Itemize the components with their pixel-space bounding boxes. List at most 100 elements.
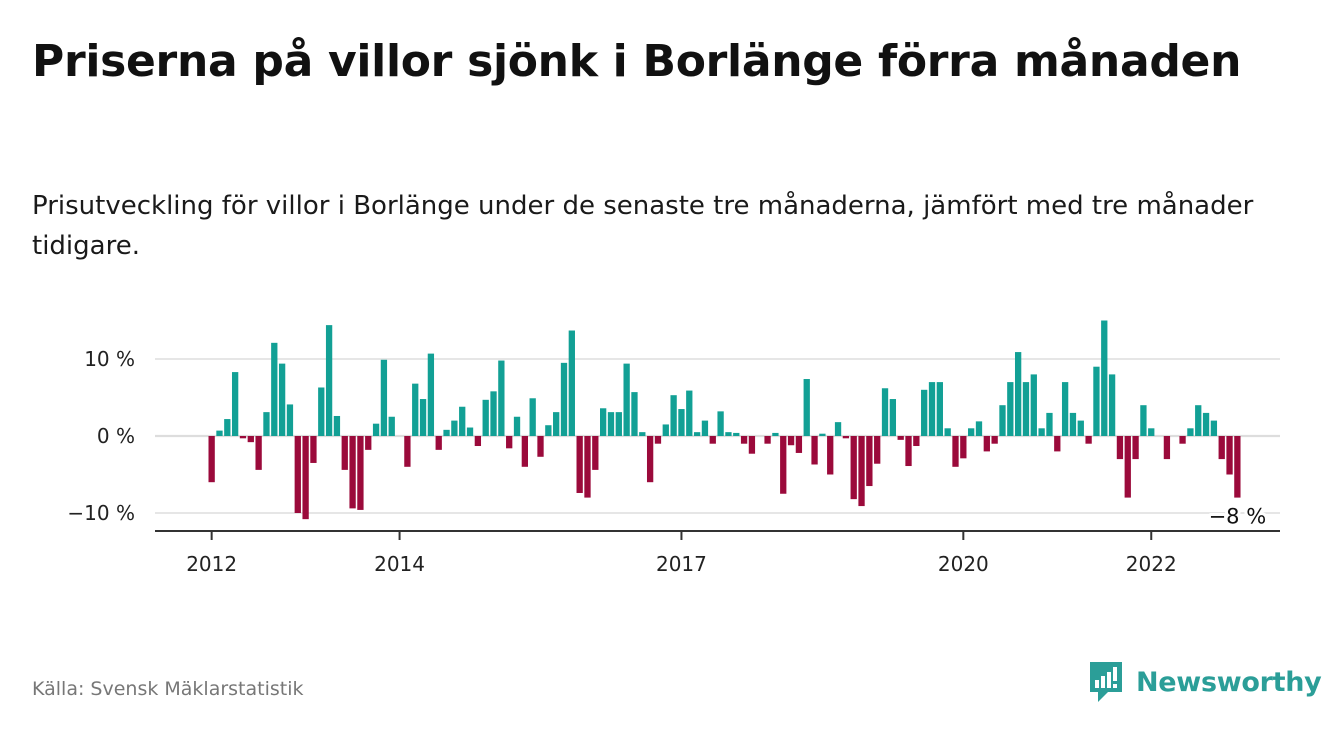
chart-title: Priserna på villor sjönk i Borlänge förr… (32, 36, 1242, 87)
tick-labels: 10 % 0 % −10 % 2012 2014 2017 2020 2022 −8 % (67, 347, 1269, 576)
bar-negative (1218, 436, 1225, 460)
bar-negative (654, 436, 662, 444)
bar-negative (247, 436, 254, 443)
bar-negative (1132, 436, 1139, 460)
bar-positive (928, 382, 936, 436)
bar-negative (1179, 436, 1186, 444)
bar-positive (1101, 320, 1108, 436)
bar-negative (842, 436, 850, 439)
bar-negative (850, 436, 857, 500)
x-tick-label: 2014 (374, 552, 425, 576)
bar-positive (1202, 412, 1210, 436)
bar-positive (545, 425, 552, 436)
bar-positive (427, 353, 435, 436)
bar-negative (1234, 436, 1241, 498)
bar-positive (482, 399, 489, 436)
bar-negative (1163, 436, 1171, 460)
bar-negative (1226, 436, 1233, 475)
bar-positive (1061, 382, 1069, 436)
bar-positive (1069, 412, 1077, 436)
bar-positive (1007, 382, 1014, 436)
bar-negative (521, 436, 528, 467)
bar-positive (615, 412, 622, 436)
bar-negative (874, 436, 881, 464)
bar-positive (600, 408, 607, 436)
bar-negative (349, 436, 356, 509)
y-tick-label: 0 % (97, 424, 135, 448)
bar-negative (208, 436, 215, 483)
bar-positive (1195, 405, 1202, 436)
y-tick-label: −10 % (67, 501, 135, 525)
bar-positive (999, 405, 1006, 436)
bar-negative (748, 436, 756, 454)
bar-negative (709, 436, 716, 444)
bar-positive (631, 392, 638, 436)
bar-positive (325, 325, 333, 436)
bar-positive (607, 412, 615, 436)
bar-positive (451, 420, 458, 436)
bar-positive (231, 372, 239, 436)
bar-positive (701, 420, 709, 436)
end-value-label: −8 % (1209, 505, 1267, 529)
bar-negative (740, 436, 748, 444)
bar-positive (1030, 374, 1037, 436)
bar-positive (1014, 352, 1022, 436)
brand-logo[interactable]: Newsworthy (1088, 660, 1322, 704)
bar-negative (584, 436, 591, 498)
bar-negative (341, 436, 348, 470)
bar-negative (795, 436, 803, 453)
bar-positive (263, 412, 270, 436)
bar-negative (897, 436, 904, 440)
bar-positive (725, 432, 732, 436)
bar-positive (224, 419, 231, 436)
bars (208, 320, 1241, 520)
bar-negative (991, 436, 998, 444)
bar-positive (772, 432, 779, 436)
bar-negative (780, 436, 787, 494)
bar-negative (294, 436, 301, 513)
bar-positive (921, 389, 928, 436)
bar-positive (678, 409, 685, 436)
y-tick-label: 10 % (84, 347, 135, 371)
bar-positive (271, 342, 278, 436)
source-note: Källa: Svensk Mäklarstatistik (32, 678, 304, 700)
bar-positive (968, 428, 975, 436)
brand-name: Newsworthy (1136, 666, 1322, 698)
bar-positive (834, 422, 842, 436)
x-axis (155, 530, 1280, 540)
bar-negative (404, 436, 411, 467)
x-tick-label: 2020 (938, 552, 989, 576)
bar-positive (819, 433, 826, 436)
bar-positive (1108, 374, 1116, 436)
bar-negative (764, 436, 771, 444)
bar-positive (529, 398, 536, 436)
bar-negative (1054, 436, 1061, 452)
bar-positive (388, 416, 395, 436)
bar-negative (1124, 436, 1131, 498)
bar-positive (380, 359, 388, 436)
bar-positive (278, 363, 286, 436)
bar-negative (866, 436, 873, 487)
bar-positive (553, 412, 560, 436)
bar-negative (239, 436, 247, 439)
bar-positive (693, 432, 701, 436)
bar-positive (717, 411, 724, 436)
bar-negative (537, 436, 544, 457)
bar-positive (333, 415, 341, 436)
bar-negative (506, 436, 513, 449)
bar-negative (576, 436, 583, 493)
bar-negative (646, 436, 654, 483)
chart-subtitle: Prisutveckling för villor i Borlänge und… (32, 191, 1254, 261)
bar-positive (513, 416, 521, 436)
bar-positive (286, 404, 294, 436)
bar-positive (1022, 382, 1030, 436)
bar-positive (1210, 420, 1218, 436)
bar-positive (1140, 405, 1147, 436)
bar-positive (1046, 412, 1053, 436)
bar-positive (490, 391, 497, 436)
bar-positive (1148, 428, 1155, 436)
bar-negative (1085, 436, 1092, 444)
bar-negative (302, 436, 309, 520)
x-tick-label: 2012 (186, 552, 237, 576)
bar-negative (858, 436, 865, 507)
